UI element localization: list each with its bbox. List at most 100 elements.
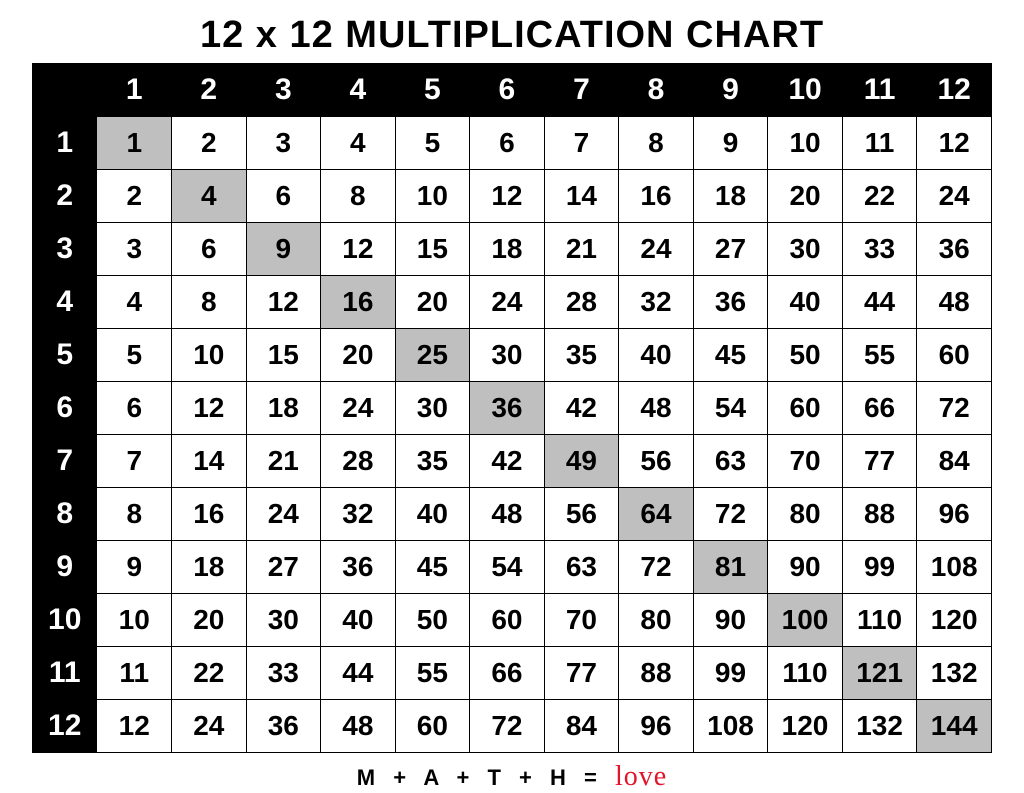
table-cell: 66	[842, 382, 917, 435]
table-cell: 21	[544, 223, 619, 276]
table-cell: 11	[97, 647, 172, 700]
table-cell: 40	[321, 594, 396, 647]
table-cell: 84	[917, 435, 992, 488]
table-cell: 100	[768, 594, 843, 647]
table-cell: 36	[470, 382, 545, 435]
table-cell: 18	[693, 170, 768, 223]
table-cell: 72	[693, 488, 768, 541]
table-cell: 28	[544, 276, 619, 329]
table-cell: 36	[246, 700, 321, 753]
col-header: 2	[172, 64, 247, 117]
table-cell: 33	[246, 647, 321, 700]
table-cell: 9	[97, 541, 172, 594]
footer-love: love	[615, 761, 667, 792]
table-cell: 132	[917, 647, 992, 700]
table-cell: 55	[842, 329, 917, 382]
table-cell: 60	[395, 700, 470, 753]
table-cell: 6	[470, 117, 545, 170]
table-cell: 18	[470, 223, 545, 276]
col-header: 7	[544, 64, 619, 117]
table-cell: 10	[172, 329, 247, 382]
row-header: 8	[33, 488, 97, 541]
row-header: 9	[33, 541, 97, 594]
table-cell: 110	[842, 594, 917, 647]
table-cell: 54	[470, 541, 545, 594]
table-cell: 70	[768, 435, 843, 488]
table-cell: 5	[97, 329, 172, 382]
table-cell: 66	[470, 647, 545, 700]
table-cell: 121	[842, 647, 917, 700]
table-cell: 5	[395, 117, 470, 170]
table-cell: 48	[917, 276, 992, 329]
table-cell: 12	[917, 117, 992, 170]
chart-title: 12 x 12 MULTIPLICATION CHART	[32, 14, 992, 57]
table-cell: 35	[395, 435, 470, 488]
table-cell: 48	[470, 488, 545, 541]
table-cell: 45	[395, 541, 470, 594]
table-cell: 120	[768, 700, 843, 753]
table-cell: 14	[544, 170, 619, 223]
table-cell: 16	[321, 276, 396, 329]
table-cell: 9	[246, 223, 321, 276]
col-header: 10	[768, 64, 843, 117]
table-cell: 72	[619, 541, 694, 594]
row-header: 2	[33, 170, 97, 223]
table-cell: 24	[172, 700, 247, 753]
table-cell: 6	[246, 170, 321, 223]
table-cell: 40	[768, 276, 843, 329]
multiplication-table: 123456789101112 112345678910111222468101…	[32, 63, 992, 753]
table-cell: 11	[842, 117, 917, 170]
table-cell: 10	[768, 117, 843, 170]
table-cell: 28	[321, 435, 396, 488]
table-cell: 12	[246, 276, 321, 329]
table-cell: 90	[693, 594, 768, 647]
footer-credit: M + A + T + H = love	[32, 761, 992, 793]
table-cell: 40	[619, 329, 694, 382]
table-cell: 9	[693, 117, 768, 170]
table-cell: 56	[619, 435, 694, 488]
table-cell: 1	[97, 117, 172, 170]
table-cell: 108	[693, 700, 768, 753]
table-cell: 99	[693, 647, 768, 700]
table-cell: 32	[321, 488, 396, 541]
table-cell: 16	[172, 488, 247, 541]
table-cell: 12	[97, 700, 172, 753]
table-cell: 144	[917, 700, 992, 753]
table-cell: 40	[395, 488, 470, 541]
table-cell: 60	[917, 329, 992, 382]
table-cell: 77	[544, 647, 619, 700]
table-cell: 54	[693, 382, 768, 435]
table-cell: 90	[768, 541, 843, 594]
table-cell: 132	[842, 700, 917, 753]
table-cell: 50	[395, 594, 470, 647]
table-cell: 20	[395, 276, 470, 329]
table-cell: 7	[544, 117, 619, 170]
table-cell: 60	[768, 382, 843, 435]
table-cell: 55	[395, 647, 470, 700]
table-cell: 20	[768, 170, 843, 223]
table-cell: 12	[172, 382, 247, 435]
table-cell: 24	[246, 488, 321, 541]
row-header: 5	[33, 329, 97, 382]
row-header: 11	[33, 647, 97, 700]
table-cell: 24	[619, 223, 694, 276]
table-cell: 96	[619, 700, 694, 753]
table-cell: 72	[470, 700, 545, 753]
col-header: 1	[97, 64, 172, 117]
table-cell: 33	[842, 223, 917, 276]
col-header: 3	[246, 64, 321, 117]
col-header: 6	[470, 64, 545, 117]
table-cell: 24	[321, 382, 396, 435]
table-cell: 8	[97, 488, 172, 541]
table-cell: 42	[470, 435, 545, 488]
table-cell: 27	[693, 223, 768, 276]
table-cell: 4	[97, 276, 172, 329]
table-cell: 110	[768, 647, 843, 700]
table-cell: 50	[768, 329, 843, 382]
table-cell: 56	[544, 488, 619, 541]
table-cell: 120	[917, 594, 992, 647]
row-header: 12	[33, 700, 97, 753]
table-cell: 24	[917, 170, 992, 223]
table-cell: 22	[842, 170, 917, 223]
table-cell: 8	[619, 117, 694, 170]
